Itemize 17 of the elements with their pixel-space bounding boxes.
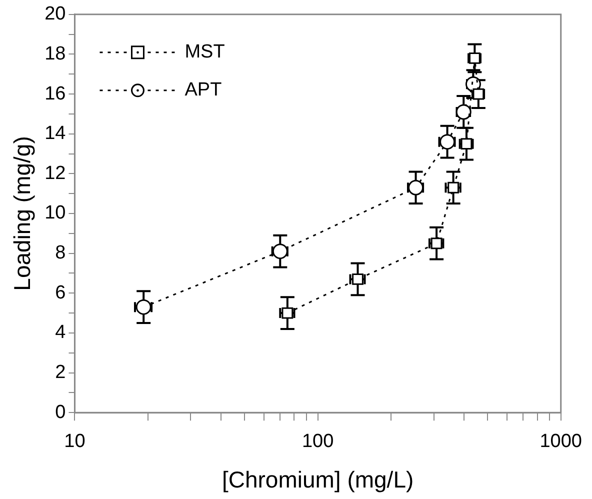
y-tick-label: 8: [55, 242, 66, 264]
x-tick-label: 1000: [540, 431, 582, 452]
x-axis-title: [Chromium] (mg/L): [222, 466, 414, 493]
legend-label: MST: [184, 42, 226, 63]
y-tick-label: 4: [55, 322, 66, 344]
y-tick-label: 14: [44, 123, 66, 144]
y-axis-title: Loading (mg/g): [9, 136, 36, 291]
y-tick-label: 20: [44, 4, 66, 25]
y-tick-label: 0: [55, 402, 66, 423]
x-tick-label: 100: [302, 431, 334, 452]
y-tick-label: 18: [44, 43, 66, 64]
y-tick-label: 10: [44, 202, 66, 224]
y-tick-label: 6: [55, 282, 66, 304]
y-tick-label: 16: [44, 83, 66, 104]
legend-label: APT: [184, 80, 222, 101]
y-tick-label: 12: [44, 162, 66, 184]
y-tick-label: 2: [55, 362, 66, 384]
